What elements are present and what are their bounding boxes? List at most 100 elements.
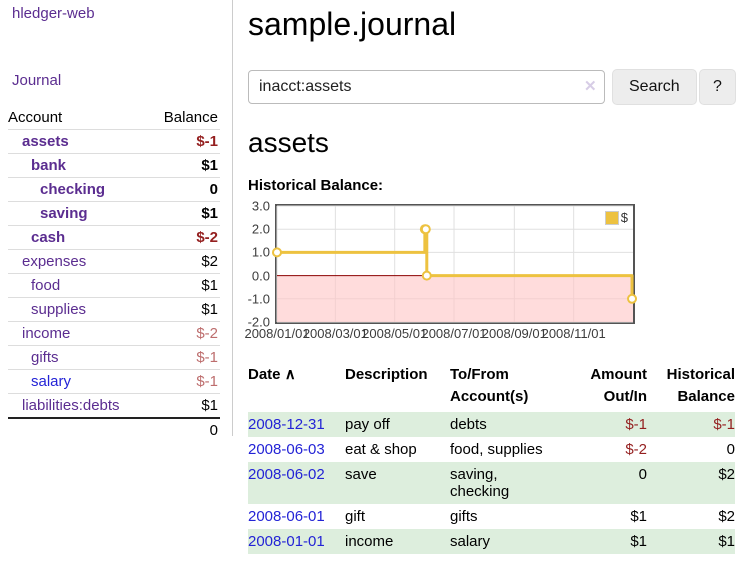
account-link-bank[interactable]: bank <box>31 157 67 174</box>
account-link-salary[interactable]: salary <box>31 373 72 390</box>
transaction-row: 2008-01-01 income salary $1 $1 <box>248 529 735 554</box>
accounts-table-header: Account Balance <box>8 106 220 130</box>
account-balance: $-2 <box>148 225 220 250</box>
transaction-accounts: salary <box>450 533 491 550</box>
account-link-checking[interactable]: checking <box>40 181 106 198</box>
transaction-date-link[interactable]: 2008-12-31 <box>248 416 325 433</box>
account-link-cash[interactable]: cash <box>31 229 66 246</box>
transaction-description: save <box>345 466 377 483</box>
transaction-description: income <box>345 533 394 550</box>
x-tick-label: 2008/09/01 <box>481 326 547 341</box>
account-row: liabilities:debts $1 <box>8 393 220 418</box>
account-balance: $1 <box>148 153 220 178</box>
transaction-row: 2008-06-01 gift gifts $1 $2 <box>248 504 735 529</box>
y-tick-label: 2.0 <box>251 221 270 237</box>
register-table: Date ∧ Description To/From Account(s) Am… <box>248 362 735 554</box>
transaction-date-link[interactable]: 2008-06-02 <box>248 466 325 483</box>
accounts-table: Account Balance assets $-1 bank $1 check… <box>8 106 220 442</box>
account-row: bank $1 <box>8 153 220 178</box>
account-balance: $1 <box>148 273 220 298</box>
transaction-accounts: debts <box>450 416 487 433</box>
transaction-balance: $2 <box>718 508 735 525</box>
date-header-label: Date <box>248 366 281 383</box>
transaction-balance: $2 <box>718 466 735 483</box>
accounts-total: 0 <box>148 417 220 442</box>
transaction-date-link[interactable]: 2008-06-03 <box>248 441 325 458</box>
x-tick-label: 2008/11/01 <box>541 326 606 341</box>
x-tick-label: 2008/05/01 <box>362 326 428 341</box>
account-balance: $-1 <box>148 369 220 394</box>
account-row: assets $-1 <box>8 129 220 154</box>
account-balance: $-2 <box>148 321 220 346</box>
register-col-accounts: To/From Account(s) <box>450 366 529 405</box>
account-link-expenses[interactable]: expenses <box>22 253 87 270</box>
account-link-food[interactable]: food <box>31 277 61 294</box>
transaction-amount: $-1 <box>625 416 647 433</box>
transaction-row: 2008-12-31 pay off debts $-1 $-1 <box>248 412 735 437</box>
transaction-row: 2008-06-03 eat & shop food, supplies $-2… <box>248 437 735 462</box>
accounts-col-balance: Balance <box>163 109 218 126</box>
sort-asc-icon: ∧ <box>284 366 296 383</box>
transaction-accounts: gifts <box>450 508 478 525</box>
account-row: food $1 <box>8 273 220 298</box>
account-link-supplies[interactable]: supplies <box>31 301 87 318</box>
account-link-liabilities-debts[interactable]: liabilities:debts <box>22 397 120 414</box>
register-col-description: Description <box>345 366 428 383</box>
transaction-description: eat & shop <box>345 441 417 458</box>
account-row: checking 0 <box>8 177 220 202</box>
transaction-row: 2008-06-02 save saving, checking 0 $2 <box>248 462 735 504</box>
y-tick-label: 0.0 <box>251 268 270 284</box>
transaction-amount: $1 <box>630 508 647 525</box>
account-row: salary $-1 <box>8 369 220 394</box>
accounts-total-row: 0 <box>8 417 220 442</box>
account-balance: $1 <box>148 201 220 226</box>
account-row: supplies $1 <box>8 297 220 322</box>
transaction-balance: 0 <box>726 441 735 458</box>
sidebar-item-journal[interactable]: Journal <box>12 72 62 89</box>
chart-plot: $ <box>272 204 638 324</box>
account-balance: $-1 <box>148 345 220 370</box>
clear-search-icon[interactable]: ✕ <box>584 78 597 95</box>
account-heading: assets <box>248 127 329 158</box>
y-tick-label: -1.0 <box>247 291 270 307</box>
account-balance: $1 <box>148 297 220 322</box>
account-row: gifts $-1 <box>8 345 220 370</box>
y-tick-label: -2.0 <box>247 314 270 330</box>
account-balance: $2 <box>148 249 220 274</box>
page-title: sample.journal <box>248 6 457 42</box>
transaction-amount: 0 <box>638 466 647 483</box>
register-col-date[interactable]: Date ∧ <box>248 362 345 412</box>
chart-x-axis: 2008/01/01 2008/03/01 2008/05/01 2008/07/01… <box>244 326 633 342</box>
chart-heading: Historical Balance: <box>248 177 384 194</box>
account-link-assets[interactable]: assets <box>22 133 69 150</box>
transaction-description: gift <box>345 508 366 525</box>
transaction-balance: $-1 <box>713 416 735 433</box>
transaction-date-link[interactable]: 2008-01-01 <box>248 533 325 550</box>
chart-legend: $ <box>602 209 630 226</box>
help-button[interactable]: ? <box>699 69 736 105</box>
account-row: saving $1 <box>8 201 220 226</box>
transaction-accounts: food, supplies <box>450 441 543 458</box>
account-link-saving[interactable]: saving <box>40 205 88 222</box>
search-input[interactable] <box>248 70 605 104</box>
account-link-income[interactable]: income <box>22 325 71 342</box>
series-swatch-icon <box>604 210 619 225</box>
account-link-gifts[interactable]: gifts <box>31 349 59 366</box>
x-tick-label: 2008/07/01 <box>421 326 487 341</box>
search-button[interactable]: Search <box>612 69 697 105</box>
register-col-balance: Historical Balance <box>666 366 735 405</box>
account-row: income $-2 <box>8 321 220 346</box>
y-tick-label: 1.0 <box>251 244 270 260</box>
transaction-amount: $1 <box>630 533 647 550</box>
transaction-description: pay off <box>345 416 390 433</box>
chart-y-axis: 3.0 2.0 1.0 0.0 -1.0 -2.0 <box>230 199 270 330</box>
account-balance: 0 <box>148 177 220 202</box>
transaction-amount: $-2 <box>625 441 647 458</box>
transaction-date-link[interactable]: 2008-06-01 <box>248 508 325 525</box>
register-header-row: Date ∧ Description To/From Account(s) Am… <box>248 362 735 412</box>
transaction-balance: $1 <box>718 533 735 550</box>
account-balance: $1 <box>148 393 220 418</box>
app-brand-link[interactable]: hledger-web <box>12 5 95 22</box>
register-col-amount: Amount Out/In <box>590 366 647 405</box>
x-tick-label: 2008/03/01 <box>302 326 368 341</box>
